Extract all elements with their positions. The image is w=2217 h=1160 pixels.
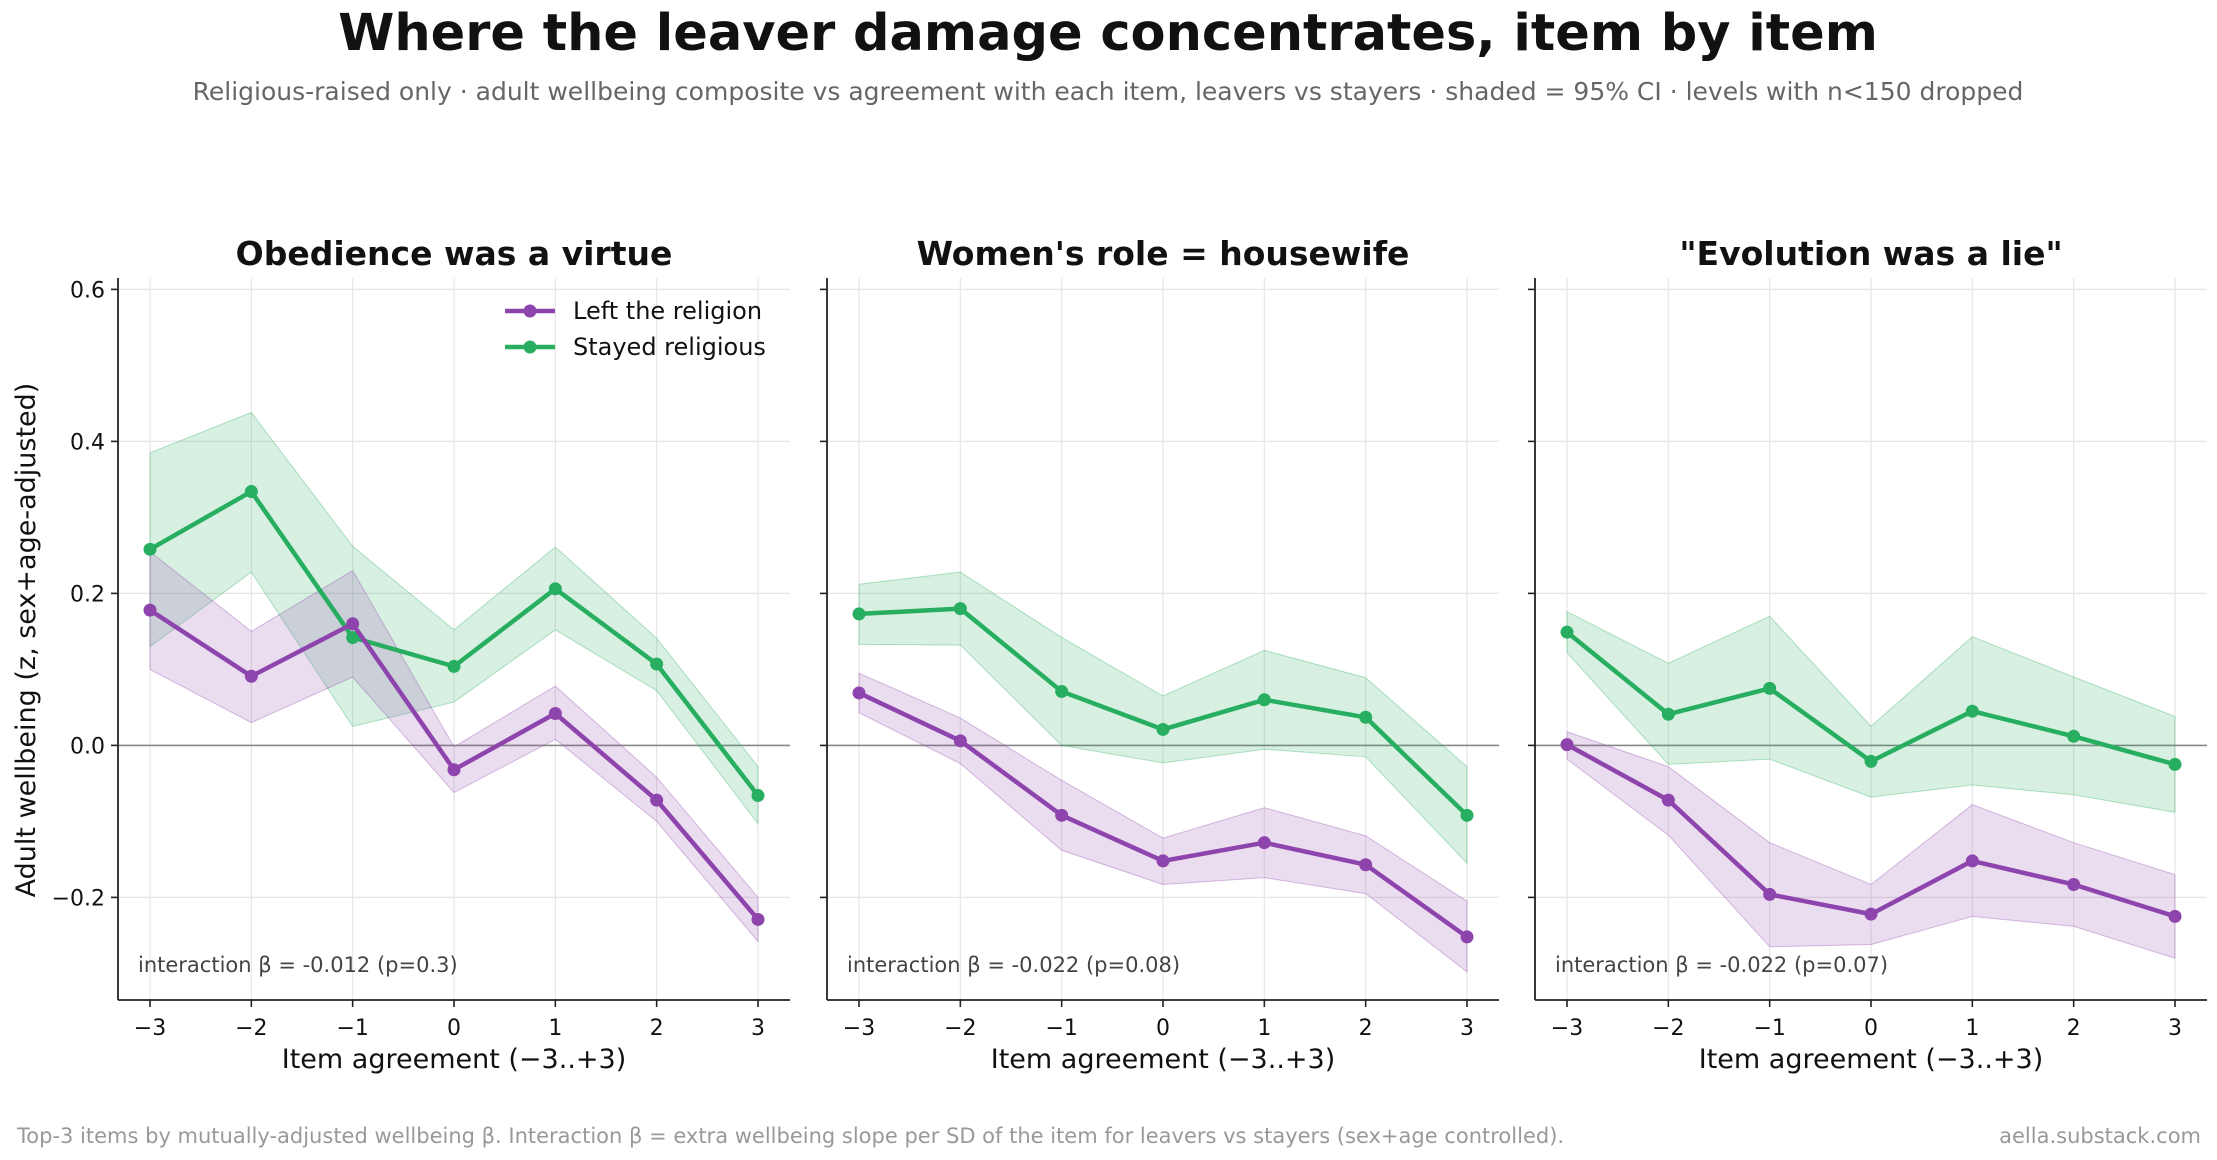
data-point-stayers xyxy=(650,657,664,671)
x-tick-label: −2 xyxy=(235,1016,267,1041)
data-point-stayers xyxy=(852,607,866,621)
ci-band-leavers xyxy=(858,672,1468,973)
data-point-leavers xyxy=(751,912,765,926)
data-point-leavers xyxy=(1661,793,1675,807)
data-point-stayers xyxy=(1864,754,1878,768)
data-point-stayers xyxy=(244,485,258,499)
data-point-stayers xyxy=(2168,757,2182,771)
x-axis-label: Item agreement (−3..+3) xyxy=(991,1044,1336,1075)
data-point-leavers xyxy=(346,617,360,631)
data-point-stayers xyxy=(1257,693,1271,707)
x-tick-label: −1 xyxy=(1045,1016,1077,1041)
x-axis-label: Item agreement (−3..+3) xyxy=(1699,1044,2044,1075)
chart-title: Where the leaver damage concentrates, it… xyxy=(338,4,1878,63)
legend-marker-stayers xyxy=(523,340,537,354)
data-point-leavers xyxy=(1560,738,1574,752)
panel-3: −3 −2 −1 0 1 2 3 Item agreement (−3..+3) "Evolut… xyxy=(1528,234,2207,1075)
legend-marker-leavers xyxy=(523,304,537,318)
ci-band-stayers xyxy=(149,411,759,826)
panel-2: −3 −2 −1 0 1 2 3 Item agreement (−3..+3) Women's… xyxy=(820,234,1499,1075)
x-tick-label: −2 xyxy=(1652,1016,1684,1041)
x-tick-label: 1 xyxy=(1965,1016,1979,1041)
x-axis-label: Item agreement (−3..+3) xyxy=(282,1044,627,1075)
panels-group: −0.2 0.0 0.2 0.4 0.6 −3 −2 −1 0 1 2 3 Item agreement… xyxy=(52,234,2207,1075)
data-point-leavers xyxy=(953,734,967,748)
legend-label-leavers: Left the religion xyxy=(573,297,762,325)
x-tick-label: −3 xyxy=(1551,1016,1583,1041)
x-tick-label: −2 xyxy=(944,1016,976,1041)
x-tick-label: 3 xyxy=(1460,1016,1474,1041)
panel-title: "Evolution was a lie" xyxy=(1679,234,2062,273)
data-point-stayers xyxy=(1055,684,1069,698)
data-point-stayers xyxy=(1460,808,1474,822)
data-point-stayers xyxy=(953,602,967,616)
data-point-stayers xyxy=(548,582,562,596)
data-point-leavers xyxy=(1965,854,1979,868)
panel-1: −0.2 0.0 0.2 0.4 0.6 −3 −2 −1 0 1 2 3 Item agreement… xyxy=(52,234,790,1075)
data-point-stayers xyxy=(143,542,157,556)
interaction-annotation: interaction β = -0.022 (p=0.07) xyxy=(1555,953,1888,977)
ci-band-leavers xyxy=(1566,731,2176,959)
data-point-leavers xyxy=(1460,930,1474,944)
data-point-leavers xyxy=(447,763,461,777)
x-tick-label: −3 xyxy=(843,1016,875,1041)
data-point-leavers xyxy=(1864,907,1878,921)
data-point-leavers xyxy=(143,603,157,617)
x-tick-label: 2 xyxy=(650,1016,664,1041)
data-point-stayers xyxy=(1965,704,1979,718)
interaction-annotation: interaction β = -0.012 (p=0.3) xyxy=(138,953,458,977)
data-point-leavers xyxy=(244,669,258,683)
y-axis-label: Adult wellbeing (z, sex+age-adjusted) xyxy=(11,383,42,898)
x-tick-label: 2 xyxy=(1359,1016,1373,1041)
x-tick-label: 1 xyxy=(1257,1016,1271,1041)
x-tick-label: −1 xyxy=(1753,1016,1785,1041)
panel-title: Women's role = housewife xyxy=(917,234,1410,273)
data-point-stayers xyxy=(2067,729,2081,743)
data-point-stayers xyxy=(1156,722,1170,736)
data-point-leavers xyxy=(2067,877,2081,891)
x-tick-label: 0 xyxy=(447,1016,461,1041)
y-tick-label: 0.6 xyxy=(70,278,105,303)
data-point-leavers xyxy=(548,706,562,720)
legend-label-stayers: Stayed religious xyxy=(573,333,766,361)
interaction-annotation: interaction β = -0.022 (p=0.08) xyxy=(847,953,1180,977)
data-point-leavers xyxy=(1257,836,1271,850)
data-point-leavers xyxy=(2168,909,2182,923)
y-tick-label: −0.2 xyxy=(52,886,105,911)
x-tick-label: −1 xyxy=(336,1016,368,1041)
credit: aella.substack.com xyxy=(1999,1124,2201,1148)
ci-band-stayers xyxy=(858,571,1468,865)
data-point-leavers xyxy=(1359,858,1373,872)
data-point-stayers xyxy=(1763,681,1777,695)
x-tick-label: 2 xyxy=(2067,1016,2081,1041)
data-point-stayers xyxy=(447,659,461,673)
y-tick-label: 0.0 xyxy=(70,734,105,759)
ci-band-stayers xyxy=(1566,610,2176,813)
data-point-stayers xyxy=(751,789,765,803)
x-tick-label: 3 xyxy=(2168,1016,2182,1041)
x-tick-label: 1 xyxy=(548,1016,562,1041)
data-point-stayers xyxy=(1560,625,1574,639)
data-point-stayers xyxy=(1359,710,1373,724)
y-tick-label: 0.2 xyxy=(70,582,105,607)
footnote: Top-3 items by mutually-adjusted wellbei… xyxy=(16,1124,1564,1148)
data-point-stayers xyxy=(1661,707,1675,721)
chart-subtitle: Religious-raised only · adult wellbeing … xyxy=(193,77,2024,106)
data-point-leavers xyxy=(1055,808,1069,822)
x-tick-label: −3 xyxy=(134,1016,166,1041)
x-tick-label: 0 xyxy=(1864,1016,1878,1041)
data-point-leavers xyxy=(852,686,866,700)
data-point-stayers xyxy=(346,630,360,644)
y-tick-label: 0.4 xyxy=(70,430,105,455)
x-tick-label: 0 xyxy=(1156,1016,1170,1041)
x-tick-label: 3 xyxy=(751,1016,765,1041)
data-point-leavers xyxy=(1156,854,1170,868)
data-point-leavers xyxy=(1763,887,1777,901)
panel-title: Obedience was a virtue xyxy=(236,234,673,273)
data-point-leavers xyxy=(650,793,664,807)
